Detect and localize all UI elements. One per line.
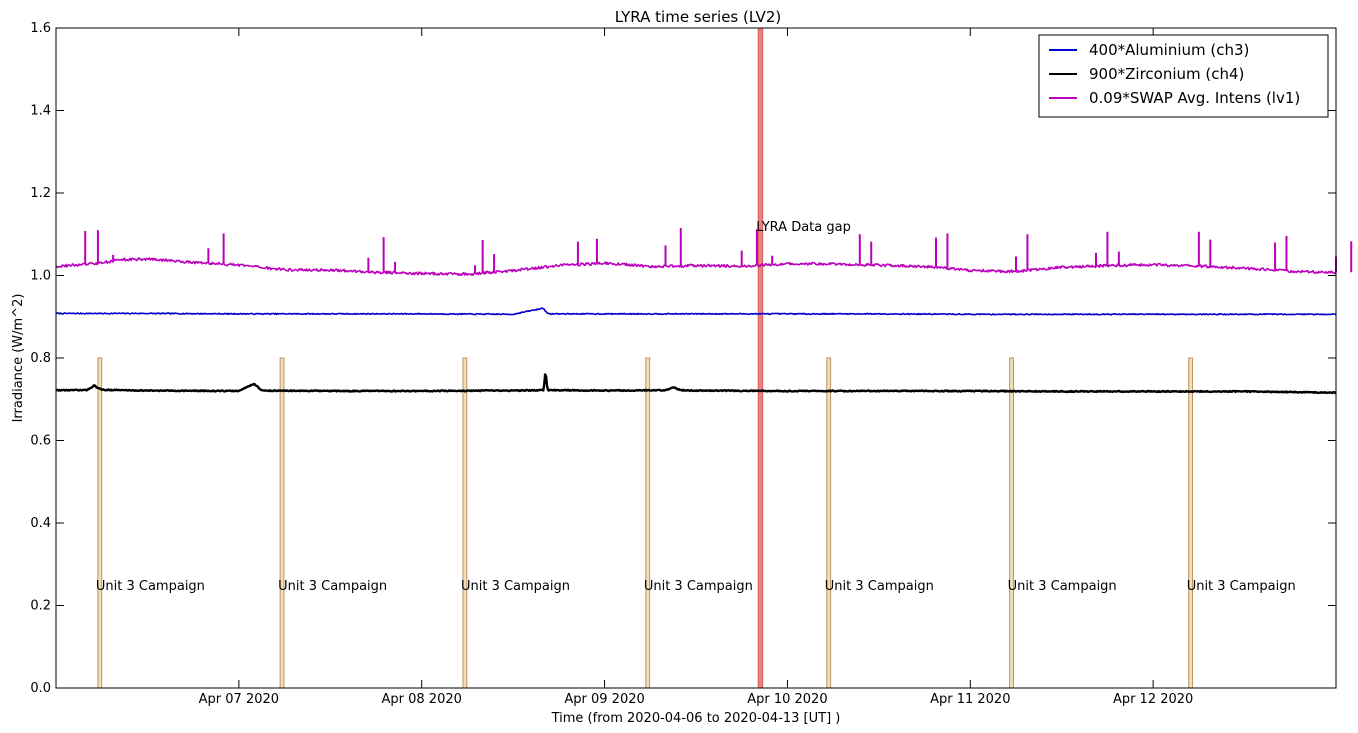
campaign-span-3 [462, 357, 468, 689]
legend-label-2: 0.09*SWAP Avg. Intens (lv1) [1089, 89, 1300, 107]
y-tick-label-1: 0.2 [30, 599, 51, 614]
legend-label-1: 900*Zirconium (ch4) [1089, 65, 1244, 83]
data-gap-label: LYRA Data gap [756, 220, 851, 235]
campaign-span-5 [826, 357, 832, 689]
x-axis-label: Time (from 2020-04-06 to 2020-04-13 [UT]… [551, 711, 841, 726]
y-tick-label-8: 1.6 [30, 21, 51, 36]
campaign-span-2 [279, 357, 285, 689]
series-line-1 [55, 373, 1337, 395]
campaign-span-1 [97, 357, 103, 689]
y-tick-label-5: 1.0 [30, 269, 51, 284]
x-tick-label-5: Apr 12 2020 [1113, 692, 1193, 707]
x-tick-label-3: Apr 10 2020 [747, 692, 827, 707]
legend-label-0: 400*Aluminium (ch3) [1089, 41, 1249, 59]
campaign-label-6: Unit 3 Campaign [1008, 579, 1117, 594]
campaign-label-5: Unit 3 Campaign [825, 579, 934, 594]
y-tick-label-4: 0.8 [30, 351, 51, 366]
campaign-label-2: Unit 3 Campaign [278, 579, 387, 594]
campaign-label-1: Unit 3 Campaign [96, 579, 205, 594]
x-tick-label-2: Apr 09 2020 [564, 692, 644, 707]
series-line-0 [55, 307, 1337, 316]
campaign-span-6 [1009, 357, 1014, 689]
campaign-label-4: Unit 3 Campaign [644, 579, 753, 594]
y-tick-label-2: 0.4 [30, 516, 51, 531]
legend: 400*Aluminium (ch3) 900*Zirconium (ch4) 0.… [1038, 34, 1329, 118]
x-tick-label-4: Apr 11 2020 [930, 692, 1010, 707]
y-axis-label: Irradiance (W/m^2) [11, 294, 26, 423]
campaign-label-3: Unit 3 Campaign [461, 579, 570, 594]
chart-title: LYRA time series (LV2) [615, 8, 781, 26]
x-tick-label-1: Apr 08 2020 [382, 692, 462, 707]
legend-box [1038, 34, 1329, 118]
plot-area: LYRA Data gap Unit 3 Campaign Unit 3 Campa… [30, 21, 1353, 707]
x-tick-label-0: Apr 07 2020 [199, 692, 279, 707]
data-gap-span [757, 27, 764, 689]
y-tick-label-0: 0.0 [30, 681, 51, 696]
campaign-label-7: Unit 3 Campaign [1187, 579, 1296, 594]
campaign-span-7 [1188, 357, 1194, 689]
campaign-span-4 [645, 357, 651, 689]
y-tick-label-7: 1.4 [30, 104, 51, 119]
y-tick-label-6: 1.2 [30, 186, 51, 201]
series-line-2 [55, 257, 1337, 277]
y-tick-label-3: 0.6 [30, 434, 51, 449]
